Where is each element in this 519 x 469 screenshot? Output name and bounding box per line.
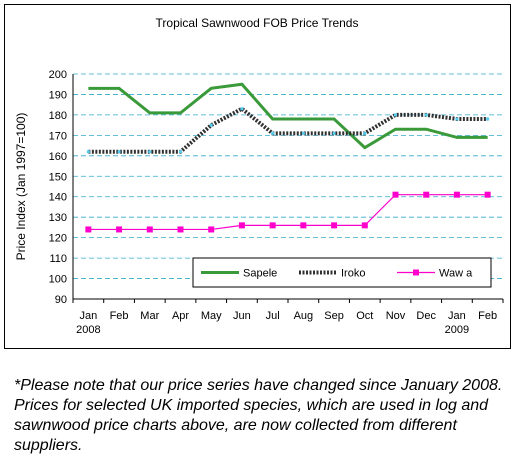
y-tick-label: 120 <box>49 233 67 245</box>
x-tick-label: Aug <box>294 310 314 322</box>
data-point <box>148 150 152 154</box>
x-tick-label: Apr <box>172 310 189 322</box>
series-line <box>88 106 488 154</box>
data-point <box>332 131 336 135</box>
data-point <box>177 226 184 233</box>
data-point <box>300 222 307 229</box>
data-point <box>455 117 459 121</box>
chart-title: Tropical Sawnwood FOB Price Trends <box>156 16 359 30</box>
y-tick-label: 200 <box>49 69 67 81</box>
data-point <box>116 226 123 233</box>
x-tick-label: Dec <box>416 310 436 322</box>
data-point <box>269 222 276 229</box>
data-point <box>117 150 121 154</box>
y-tick-label: 190 <box>49 89 67 101</box>
legend-label: Iroko <box>341 268 365 280</box>
series-line <box>88 82 488 150</box>
footnote-text: *Please note that our price series have … <box>14 377 503 454</box>
data-point <box>86 150 90 154</box>
data-point <box>240 107 244 111</box>
y-tick-label: 160 <box>49 151 67 163</box>
x-tick-label: Jul <box>266 310 280 322</box>
x-tick-label: Sep <box>324 310 344 322</box>
x-tick-label: Jan <box>448 310 466 322</box>
price-trend-chart: Tropical Sawnwood FOB Price Trends 90 100… <box>14 16 504 336</box>
data-point <box>331 222 338 229</box>
y-tick-label: 150 <box>49 171 67 183</box>
data-point <box>271 131 275 135</box>
x-tick-label: Jan <box>79 310 97 322</box>
series-sapele <box>88 82 488 150</box>
data-point <box>484 191 491 198</box>
data-point <box>453 191 460 198</box>
series-iroko <box>86 106 490 154</box>
x-tick-label: May <box>201 310 222 322</box>
data-point <box>363 131 367 135</box>
data-point <box>146 226 153 233</box>
data-point <box>179 150 182 154</box>
legend-box <box>192 257 492 288</box>
x-year-label: 2009 <box>445 324 469 336</box>
data-point <box>394 113 397 117</box>
data-point <box>85 226 92 233</box>
data-point <box>361 222 368 229</box>
legend-label: Waw a <box>439 268 473 280</box>
y-tick-label: 130 <box>49 212 67 224</box>
x-year-label: 2008 <box>76 324 100 336</box>
data-point <box>209 123 213 127</box>
x-tick-label: Feb <box>110 310 129 322</box>
x-tick-label: Feb <box>478 310 497 322</box>
y-tick-label: 140 <box>49 192 67 204</box>
y-tick-label: 90 <box>55 294 67 306</box>
y-tick-label: 180 <box>49 110 67 122</box>
series-line <box>88 194 488 231</box>
y-axis-label: Price Index (Jan 1997=100) <box>14 113 28 261</box>
x-tick-label: Oct <box>356 310 373 322</box>
legend: Sapele Iroko Waw a <box>192 257 492 288</box>
legend-label: Sapele <box>243 268 277 280</box>
data-point <box>486 117 490 121</box>
y-tick-label: 100 <box>49 274 67 286</box>
data-point <box>301 131 305 135</box>
data-point <box>238 222 245 229</box>
y-tick-label: 170 <box>49 130 67 142</box>
x-tick-label: Nov <box>386 310 406 322</box>
series-wawa <box>85 191 491 233</box>
data-point <box>424 113 428 117</box>
y-tick-label: 110 <box>49 253 67 265</box>
data-point <box>392 191 399 198</box>
x-tick-label: Jun <box>233 310 251 322</box>
data-point <box>423 191 430 198</box>
chart-frame: Tropical Sawnwood FOB Price Trends 90 100… <box>4 4 511 349</box>
data-point <box>208 226 215 233</box>
plot-area: 90 100 110 120 130 140 150 160 170 180 190 200 Jan Fe… <box>14 69 504 336</box>
legend-marker <box>413 269 419 276</box>
x-tick-label: Mar <box>140 310 159 322</box>
